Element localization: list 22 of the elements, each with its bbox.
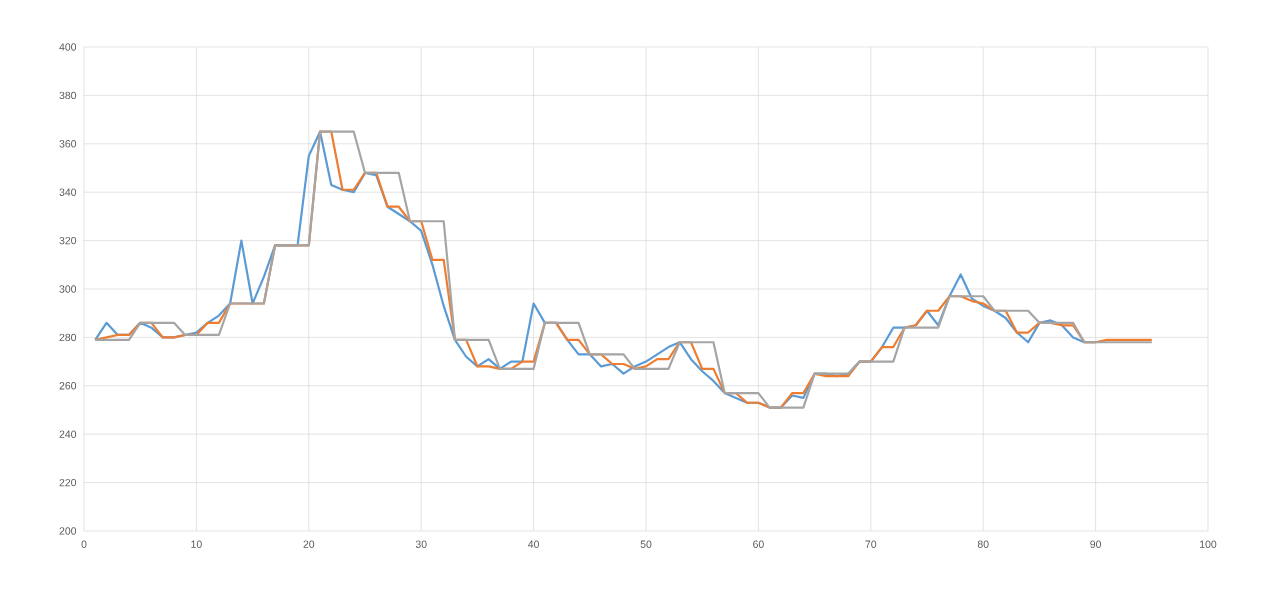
x-tick-label: 0 <box>81 540 87 548</box>
x-tick-label: 90 <box>1090 540 1102 548</box>
y-tick-label: 200 <box>59 527 77 535</box>
y-tick-label: 300 <box>59 285 77 293</box>
y-tick-label: 260 <box>59 382 77 390</box>
y-tick-label: 220 <box>59 478 77 487</box>
y-tick-label: 240 <box>59 430 77 438</box>
y-tick-label: 280 <box>59 333 77 342</box>
x-tick-label: 80 <box>977 540 989 548</box>
x-tick-label: 20 <box>303 540 315 548</box>
x-tick-label: 10 <box>191 540 202 548</box>
x-tick-label: 50 <box>640 540 652 548</box>
x-tick-label: 30 <box>415 540 427 548</box>
y-tick-label: 400 <box>59 43 77 51</box>
y-tick-label: 320 <box>59 236 77 245</box>
y-tick-label: 380 <box>59 91 77 100</box>
x-tick-label: 100 <box>1200 540 1217 548</box>
x-tick-label: 70 <box>865 540 877 548</box>
x-tick-label: 40 <box>528 540 540 548</box>
y-tick-label: 340 <box>59 188 77 196</box>
x-tick-label: 60 <box>753 540 764 548</box>
y-tick-label: 360 <box>59 140 77 148</box>
